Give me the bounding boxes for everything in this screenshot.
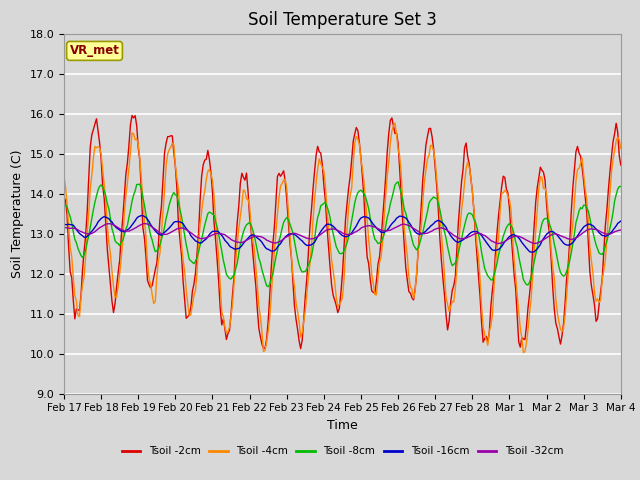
Line: Tsoil -2cm: Tsoil -2cm (64, 116, 621, 348)
Tsoil -16cm (60, 221, 68, 227)
Tsoil -8cm (164, 209, 172, 215)
Tsoil -16cm (552, 231, 559, 237)
Tsoil -8cm (552, 248, 559, 253)
Tsoil -4cm (164, 151, 172, 157)
Tsoil -32cm (379, 228, 387, 233)
Tsoil -8cm (399, 197, 406, 203)
Line: Tsoil -16cm: Tsoil -16cm (64, 216, 621, 252)
Tsoil -2cm (617, 162, 625, 168)
Tsoil -16cm (379, 229, 387, 235)
Tsoil -8cm (76, 249, 83, 255)
Tsoil -8cm (412, 245, 419, 251)
Tsoil -4cm (391, 120, 399, 126)
Tsoil -32cm (552, 231, 559, 237)
Tsoil -16cm (397, 214, 405, 219)
Line: Tsoil -8cm: Tsoil -8cm (64, 182, 621, 287)
Tsoil -32cm (617, 227, 625, 233)
Tsoil -2cm (399, 218, 406, 224)
Tsoil -2cm (412, 286, 419, 292)
Tsoil -4cm (397, 170, 405, 176)
Tsoil -32cm (410, 226, 417, 231)
Tsoil -32cm (165, 230, 173, 236)
Line: Tsoil -32cm: Tsoil -32cm (64, 224, 621, 243)
Tsoil -8cm (394, 179, 402, 185)
Tsoil -2cm (297, 346, 305, 351)
Tsoil -32cm (141, 221, 148, 227)
Tsoil -16cm (410, 227, 417, 232)
Line: Tsoil -4cm: Tsoil -4cm (64, 123, 621, 352)
Tsoil -4cm (377, 254, 385, 260)
Tsoil -16cm (529, 249, 536, 255)
Tsoil -4cm (617, 145, 625, 151)
Tsoil -8cm (264, 284, 272, 289)
Tsoil -2cm (60, 195, 68, 201)
Tsoil -8cm (379, 236, 387, 242)
Tsoil -2cm (165, 134, 173, 140)
Tsoil -4cm (76, 314, 83, 320)
Legend: Tsoil -2cm, Tsoil -4cm, Tsoil -8cm, Tsoil -16cm, Tsoil -32cm: Tsoil -2cm, Tsoil -4cm, Tsoil -8cm, Tsoi… (118, 442, 567, 460)
Tsoil -2cm (552, 321, 559, 326)
Tsoil -16cm (139, 213, 147, 218)
Tsoil -32cm (531, 240, 538, 246)
Tsoil -4cm (410, 295, 417, 301)
Tsoil -4cm (520, 349, 527, 355)
Text: VR_met: VR_met (70, 44, 120, 58)
Tsoil -16cm (617, 218, 625, 224)
Y-axis label: Soil Temperature (C): Soil Temperature (C) (11, 149, 24, 278)
X-axis label: Time: Time (327, 419, 358, 432)
Tsoil -32cm (60, 225, 68, 231)
Tsoil -8cm (60, 202, 68, 207)
Tsoil -16cm (165, 225, 173, 231)
Tsoil -16cm (76, 230, 83, 236)
Tsoil -8cm (617, 183, 625, 189)
Tsoil -4cm (60, 173, 68, 179)
Tsoil -4cm (552, 297, 559, 302)
Title: Soil Temperature Set 3: Soil Temperature Set 3 (248, 11, 437, 29)
Tsoil -2cm (128, 113, 136, 119)
Tsoil -2cm (380, 195, 388, 201)
Tsoil -2cm (76, 308, 83, 313)
Tsoil -32cm (397, 222, 405, 228)
Tsoil -32cm (76, 228, 83, 234)
